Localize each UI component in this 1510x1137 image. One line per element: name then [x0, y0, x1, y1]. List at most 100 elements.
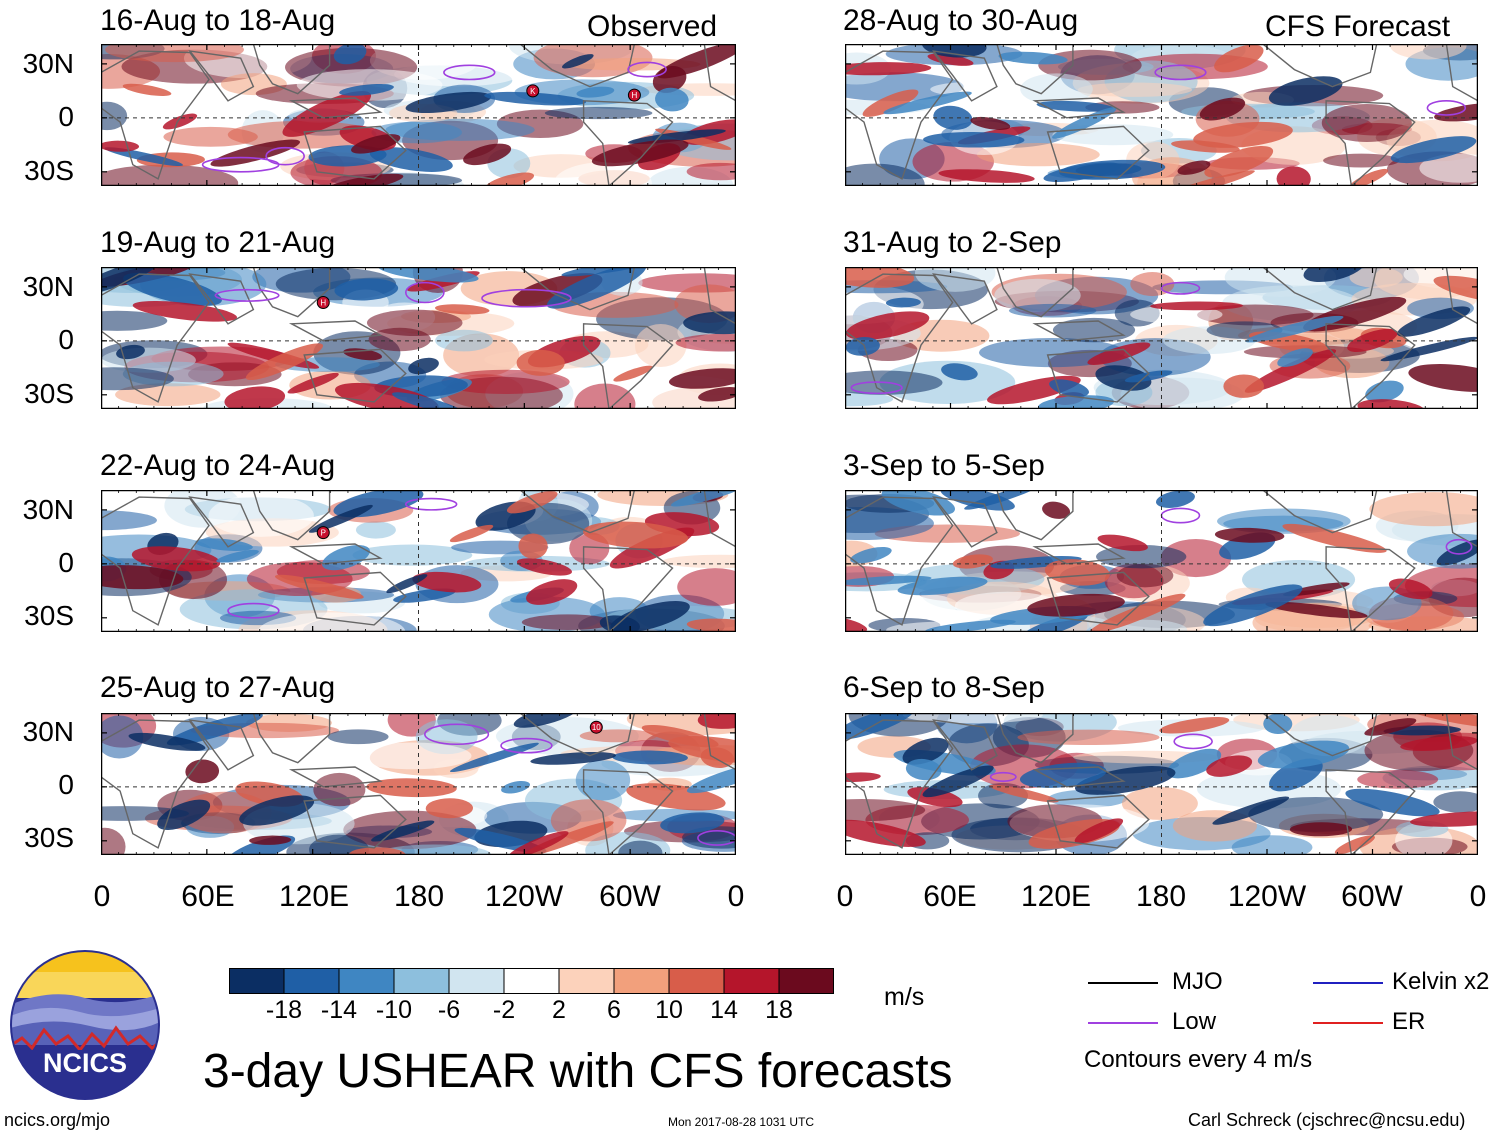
lat-label-30n: 30N: [22, 716, 74, 747]
colorbar-swatch: [614, 968, 670, 994]
lat-label-30s: 30S: [24, 155, 74, 186]
legend-swatch-mjo: [1088, 982, 1158, 984]
lon-label: 0: [93, 880, 111, 913]
storm-marker: K: [526, 84, 540, 98]
low-contour: [481, 288, 572, 308]
coastlines: [101, 267, 736, 409]
map-frame: [845, 44, 1478, 186]
colorbar-swatch: [284, 968, 340, 994]
colorbar-label: 10: [655, 996, 683, 1024]
map-panel-25-aug: 10: [101, 713, 736, 855]
legend-label-kelvin: Kelvin x2: [1392, 968, 1490, 995]
coastlines: [845, 267, 1478, 409]
map-panel-22-aug: P: [101, 490, 736, 632]
map-panel-3-sep: [845, 490, 1478, 632]
low-contour: [443, 64, 496, 81]
low-contour: [214, 288, 280, 302]
panel-title-4: 25-Aug to 27-Aug: [100, 671, 336, 704]
storm-marker: P: [316, 526, 330, 540]
legend-swatch-low: [1088, 1022, 1158, 1024]
colorbar-label: 6: [607, 996, 621, 1024]
map-frame: [101, 713, 736, 855]
lat-label-eq: 0: [58, 324, 74, 355]
svg-text:H: H: [320, 299, 326, 308]
lon-label: 120E: [278, 880, 350, 913]
low-contour: [405, 281, 445, 304]
colorbar: [229, 968, 834, 994]
map-frame: [101, 267, 736, 409]
low-contour: [627, 61, 667, 78]
low-contour: [1154, 64, 1207, 81]
panel-title-8: 6-Sep to 8-Sep: [843, 671, 1045, 704]
panel-title-1: 16-Aug to 18-Aug: [100, 4, 336, 37]
main-title: 3-day USHEAR with CFS forecasts: [203, 1045, 953, 1098]
panel-title-6: 31-Aug to 2-Sep: [843, 226, 1062, 259]
map-panel-31-aug: [845, 267, 1478, 409]
low-contour: [989, 771, 1017, 782]
svg-text:H: H: [632, 91, 638, 100]
lon-label: 60W: [599, 880, 661, 913]
coastlines: [845, 44, 1478, 186]
legend-label-mjo: MJO: [1172, 968, 1223, 995]
storm-marker: H: [627, 88, 641, 102]
footer-timestamp: Mon 2017-08-28 1031 UTC: [668, 1115, 815, 1129]
svg-text:P: P: [321, 529, 326, 538]
map-frame: [845, 713, 1478, 855]
shear-field: [101, 44, 736, 186]
svg-text:10: 10: [592, 723, 601, 732]
colorbar-label: -2: [492, 996, 516, 1024]
low-contour: [1173, 733, 1213, 750]
panel-title-7: 3-Sep to 5-Sep: [843, 449, 1045, 482]
colorbar-swatch: [504, 968, 560, 994]
colorbar-labels: -18 -14 -10 -6 -2 2 6 10 14 18: [229, 996, 834, 1026]
colorbar-label: -6: [437, 996, 461, 1024]
lon-label: 60E: [181, 880, 235, 913]
low-contour: [1445, 538, 1473, 555]
legend-label-er: ER: [1392, 1008, 1426, 1035]
low-contour: [265, 146, 305, 166]
map-panel-28-aug: [845, 44, 1478, 186]
coastlines: [101, 490, 736, 632]
lat-label-30s: 30S: [24, 822, 74, 853]
low-contour: [405, 497, 458, 511]
lat-label-30n: 30N: [22, 494, 74, 525]
lat-label-eq: 0: [58, 101, 74, 132]
colorbar-swatch: [229, 968, 285, 994]
observed-tag: Observed: [587, 10, 718, 43]
lat-label-30n: 30N: [22, 48, 74, 79]
colorbar-swatch: [394, 968, 450, 994]
colorbar-swatch: [779, 968, 834, 994]
lon-label: 0: [727, 880, 745, 913]
footer-url[interactable]: ncics.org/mjo: [4, 1110, 111, 1130]
low-contour: [850, 381, 903, 395]
forecast-tag: CFS Forecast: [1265, 10, 1451, 43]
map-panel-6-sep: [845, 713, 1478, 855]
legend-note: Contours every 4 m/s: [1084, 1046, 1313, 1073]
shear-field: [101, 713, 736, 855]
lon-label: 60E: [923, 880, 977, 913]
coastlines: [845, 713, 1478, 855]
legend-label-low: Low: [1172, 1008, 1217, 1035]
low-contour: [697, 830, 736, 846]
coastlines: [101, 44, 736, 186]
lon-label: 180: [393, 880, 445, 913]
low-contour: [1426, 100, 1467, 116]
colorbar-swatch: [559, 968, 615, 994]
low-contour: [1160, 281, 1201, 295]
footer-author: Carl Schreck (cjschrec@ncsu.edu): [1188, 1110, 1466, 1130]
storm-marker: H: [316, 296, 330, 309]
map-panel-19-aug: H: [101, 267, 736, 409]
colorbar-units: m/s: [884, 983, 925, 1011]
coastlines: [845, 490, 1478, 632]
colorbar-swatch: [669, 968, 725, 994]
logo-text: NCICS: [43, 1048, 127, 1078]
lat-label-eq: 0: [58, 547, 74, 578]
map-frame: [845, 490, 1478, 632]
low-contour: [227, 602, 280, 619]
lon-label: 0: [1469, 880, 1487, 913]
lon-label: 120W: [484, 880, 564, 913]
colorbar-swatch: [724, 968, 780, 994]
panel-title-5: 28-Aug to 30-Aug: [843, 4, 1079, 37]
panel-title-3: 22-Aug to 24-Aug: [100, 449, 336, 482]
